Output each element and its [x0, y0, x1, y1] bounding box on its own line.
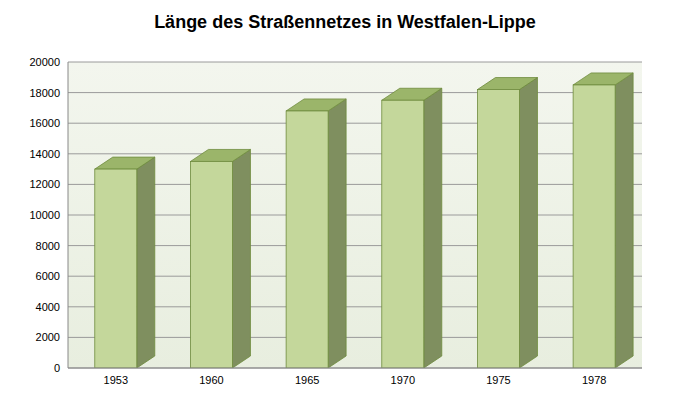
svg-text:10000: 10000 [29, 209, 60, 221]
svg-text:4000: 4000 [36, 301, 60, 313]
svg-text:16000: 16000 [29, 117, 60, 129]
html-text:Länge des Straßennetzes in Wes: Länge des Straßennetzes in Westfalen-Lip… [154, 12, 536, 32]
svg-text:18000: 18000 [29, 87, 60, 99]
svg-text:12000: 12000 [29, 178, 60, 190]
svg-text:20000: 20000 [29, 56, 60, 68]
svg-text:1960: 1960 [199, 374, 223, 386]
svg-text:0: 0 [54, 362, 60, 374]
svg-text:1965: 1965 [295, 374, 319, 386]
svg-text:1970: 1970 [391, 374, 415, 386]
svg-text:1975: 1975 [486, 374, 510, 386]
svg-text:1953: 1953 [104, 374, 128, 386]
svg-text:14000: 14000 [29, 148, 60, 160]
svg-text:2000: 2000 [36, 331, 60, 343]
svg-text:1978: 1978 [582, 374, 606, 386]
svg-text:6000: 6000 [36, 270, 60, 282]
svg-text:8000: 8000 [36, 240, 60, 252]
